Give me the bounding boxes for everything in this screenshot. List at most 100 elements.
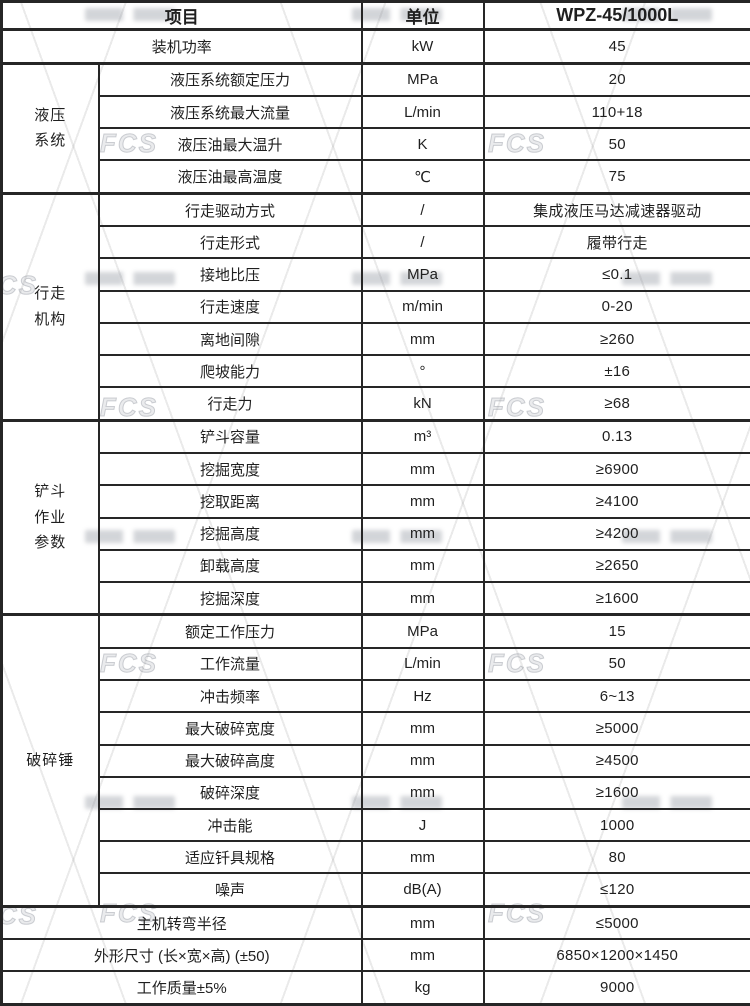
table-row: 卸载高度 mm ≥2650 — [2, 548, 750, 584]
unit-cell: mm — [360, 775, 485, 810]
unit-cell: / — [360, 225, 485, 260]
item-cell: 外形尺寸 (长×宽×高) (±50) — [0, 938, 363, 973]
item-cell: 最大破碎宽度 — [97, 711, 363, 746]
table-row: 冲击能 J 1000 — [2, 807, 750, 843]
table-row: 外形尺寸 (长×宽×高) (±50) mm 6850×1200×1450 — [0, 938, 750, 973]
table-row: 液压 系统 液压系统额定压力 MPa 20 — [0, 61, 750, 195]
table-row: 液压油最大温升 K 50 — [2, 127, 750, 162]
table-row: 噪声 dB(A) ≤120 — [2, 872, 750, 908]
table-row: 接地比压 MPa ≤0.1 — [2, 257, 750, 292]
header-item: 项目 — [0, 0, 363, 31]
table-row: 行走形式 / 履带行走 — [2, 225, 750, 260]
table-row: 工作流量 L/min 50 — [2, 646, 750, 682]
table-row: 挖掘深度 mm ≥1600 — [2, 581, 750, 616]
value-cell: ≥6900 — [482, 452, 750, 487]
table-row: 行走 机构 行走驱动方式 / 集成液压马达减速器驱动 — [0, 191, 750, 422]
value-cell: ≥4100 — [482, 484, 750, 519]
item-cell: 液压系统额定压力 — [97, 61, 363, 98]
table-row: 行走力 kN ≥68 — [2, 386, 750, 422]
table-row: 挖掘高度 mm ≥4200 — [2, 516, 750, 551]
value-cell: ≥1600 — [482, 581, 750, 616]
unit-cell: mm — [360, 581, 485, 616]
item-cell: 液压油最高温度 — [97, 159, 363, 195]
table-row: 离地间隙 mm ≥260 — [2, 321, 750, 357]
unit-cell: dB(A) — [360, 872, 485, 908]
unit-cell: mm — [360, 452, 485, 487]
value-cell: ≥4500 — [482, 743, 750, 778]
item-cell: 卸载高度 — [97, 548, 363, 584]
value-cell: ≥4200 — [482, 516, 750, 551]
item-cell: 冲击能 — [97, 807, 363, 843]
item-cell: 离地间隙 — [97, 321, 363, 357]
unit-cell: mm — [360, 743, 485, 778]
value-cell: 6850×1200×1450 — [482, 938, 750, 973]
header-unit: 单位 — [360, 0, 485, 31]
item-cell: 工作质量±5% — [0, 970, 363, 1006]
table-row: 主机转弯半径 mm ≤5000 — [0, 904, 750, 941]
group-cell: 铲斗 作业 参数 — [0, 418, 100, 616]
item-cell: 行走速度 — [97, 289, 363, 324]
table-row: 最大破碎宽度 mm ≥5000 — [2, 711, 750, 746]
unit-cell: kg — [360, 970, 485, 1006]
item-cell: 液压油最大温升 — [97, 127, 363, 162]
header-row: 项目 单位 WPZ-45/1000L — [0, 0, 750, 31]
unit-cell: L/min — [360, 646, 485, 682]
group-cell: 液压 系统 — [0, 61, 100, 195]
item-cell: 主机转弯半径 — [0, 904, 363, 941]
unit-cell: MPa — [360, 257, 485, 292]
unit-cell: Hz — [360, 679, 485, 714]
value-cell: ≥68 — [482, 386, 750, 422]
table-row: 行走速度 m/min 0-20 — [2, 289, 750, 324]
item-cell: 行走驱动方式 — [97, 191, 363, 228]
table-row: 爬坡能力 ° ±16 — [2, 354, 750, 389]
item-cell: 铲斗容量 — [97, 418, 363, 455]
unit-cell: ℃ — [360, 159, 485, 195]
unit-cell: L/min — [360, 95, 485, 130]
value-cell: 75 — [482, 159, 750, 195]
value-cell: 9000 — [482, 970, 750, 1006]
table-row: 破碎深度 mm ≥1600 — [2, 775, 750, 810]
item-cell: 装机功率 — [0, 28, 363, 65]
value-cell: 110+18 — [482, 95, 750, 130]
value-cell: 集成液压马达减速器驱动 — [482, 191, 750, 228]
unit-cell: kW — [360, 28, 485, 65]
spec-table-body: 装机功率 kW 45 液压 系统 液压系统额定压力 MPa 20 液压系统最大流量 L/min 1… — [0, 28, 750, 1006]
value-cell: 45 — [482, 28, 750, 65]
group-cell: 破碎锤 — [0, 613, 100, 908]
unit-cell: MPa — [360, 613, 485, 649]
unit-cell: mm — [360, 840, 485, 875]
value-cell: 20 — [482, 61, 750, 98]
value-cell: 15 — [482, 613, 750, 649]
unit-cell: mm — [360, 321, 485, 357]
unit-cell: mm — [360, 938, 485, 973]
unit-cell: m/min — [360, 289, 485, 324]
unit-cell: K — [360, 127, 485, 162]
unit-cell: ° — [360, 354, 485, 389]
value-cell: ≥2650 — [482, 548, 750, 584]
table-row: 工作质量±5% kg 9000 — [0, 970, 750, 1006]
item-cell: 冲击频率 — [97, 679, 363, 714]
item-cell: 噪声 — [97, 872, 363, 908]
table-row: 液压系统最大流量 L/min 110+18 — [2, 95, 750, 130]
unit-cell: m³ — [360, 418, 485, 455]
table-row: 装机功率 kW 45 — [0, 28, 750, 65]
unit-cell: mm — [360, 548, 485, 584]
item-cell: 最大破碎高度 — [97, 743, 363, 778]
unit-cell: / — [360, 191, 485, 228]
table-row: 适应钎具规格 mm 80 — [2, 840, 750, 875]
value-cell: 履带行走 — [482, 225, 750, 260]
item-cell: 挖取距离 — [97, 484, 363, 519]
unit-cell: mm — [360, 516, 485, 551]
value-cell: 6~13 — [482, 679, 750, 714]
unit-cell: mm — [360, 711, 485, 746]
value-cell: 50 — [482, 646, 750, 682]
value-cell: 1000 — [482, 807, 750, 843]
unit-cell: J — [360, 807, 485, 843]
value-cell: 50 — [482, 127, 750, 162]
value-cell: ±16 — [482, 354, 750, 389]
item-cell: 破碎深度 — [97, 775, 363, 810]
item-cell: 行走力 — [97, 386, 363, 422]
table-row: 最大破碎高度 mm ≥4500 — [2, 743, 750, 778]
table-row: 破碎锤 额定工作压力 MPa 15 — [0, 613, 750, 908]
